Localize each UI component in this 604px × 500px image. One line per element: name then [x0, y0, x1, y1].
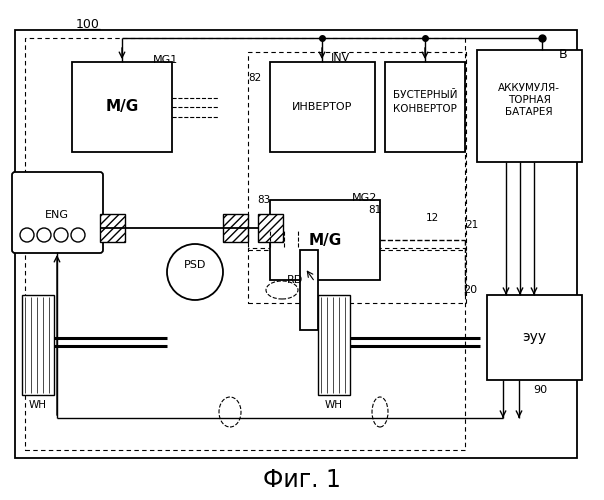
Text: 90: 90 [533, 385, 547, 395]
Text: ТОРНАЯ: ТОРНАЯ [507, 95, 550, 105]
Bar [25, 38, 465, 450]
Bar [100, 214, 125, 242]
Text: M/G: M/G [309, 232, 342, 248]
Text: ENG: ENG [45, 210, 69, 220]
Text: 83: 83 [257, 195, 270, 205]
Bar [270, 200, 380, 280]
Bar [258, 214, 283, 242]
Text: 100: 100 [76, 18, 100, 30]
Bar [318, 295, 350, 395]
Bar [22, 295, 54, 395]
Text: WH: WH [29, 400, 47, 410]
Text: WH: WH [325, 400, 343, 410]
Text: 82: 82 [248, 73, 262, 83]
Text: B: B [559, 48, 567, 62]
FancyBboxPatch shape [12, 172, 103, 253]
Text: MG2: MG2 [352, 193, 378, 203]
Text: 81: 81 [368, 205, 382, 215]
Text: БАТАРЕЯ: БАТАРЕЯ [505, 107, 553, 117]
Text: эуу: эуу [522, 330, 546, 344]
Text: INV: INV [330, 53, 350, 63]
Text: RD: RD [287, 275, 303, 285]
Text: PSD: PSD [184, 260, 206, 270]
Bar [270, 62, 375, 152]
Text: ИНВЕРТОР: ИНВЕРТОР [292, 102, 352, 112]
Text: 20: 20 [463, 285, 477, 295]
Text: 21: 21 [465, 220, 478, 230]
Text: БУСТЕРНЫЙ: БУСТЕРНЫЙ [393, 90, 457, 100]
Bar [477, 50, 582, 162]
Bar [487, 295, 582, 380]
Bar [15, 30, 577, 458]
Text: MG1: MG1 [152, 55, 178, 65]
Text: КОНВЕРТОР: КОНВЕРТОР [393, 104, 457, 114]
Text: Фиг. 1: Фиг. 1 [263, 468, 341, 492]
Text: 12: 12 [425, 213, 439, 223]
Text: M/G: M/G [105, 100, 139, 114]
Bar [248, 52, 466, 250]
Text: АККУМУЛЯ-: АККУМУЛЯ- [498, 83, 560, 93]
Bar [248, 248, 466, 303]
Bar [385, 62, 465, 152]
Bar [72, 62, 172, 152]
Bar [223, 214, 248, 242]
Bar [300, 250, 318, 330]
